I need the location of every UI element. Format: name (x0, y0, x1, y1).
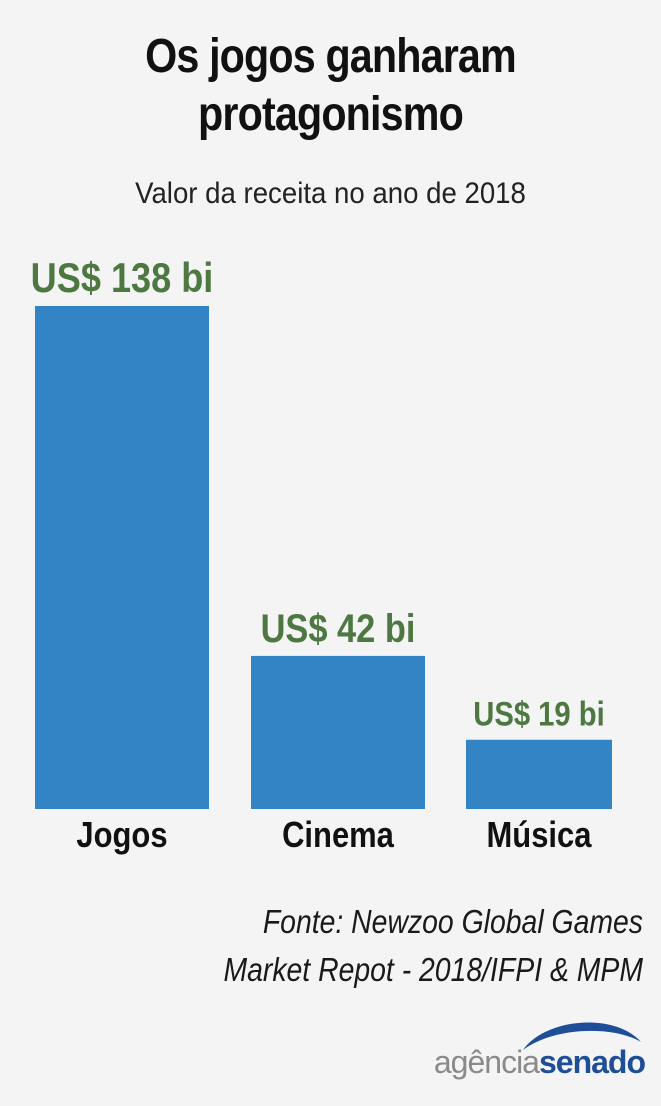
bar-jogos (35, 306, 209, 809)
bar-música (466, 739, 612, 809)
source-note: Fonte: Newzoo Global Games Market Repot … (161, 898, 643, 994)
title-line-2: protagonismo (198, 88, 464, 141)
bar-cinema (251, 655, 425, 809)
category-label-cinema: Cinema (282, 816, 394, 856)
value-label-música: US$ 19 bi (473, 695, 605, 734)
chart-title: Os jogos ganharam protagonismo (46, 28, 614, 144)
agencia-senado-logo: agênciasenado (405, 1012, 646, 1082)
logo-text-agencia: agência (433, 1044, 540, 1080)
category-label-jogos: Jogos (76, 816, 167, 856)
source-line-1: Fonte: Newzoo Global Games (262, 903, 643, 940)
logo-text: agênciasenado (433, 1042, 646, 1082)
chart-subtitle: Valor da receita no ano de 2018 (135, 177, 526, 210)
value-label-cinema: US$ 42 bi (261, 605, 416, 650)
title-line-1: Os jogos ganharam (145, 30, 517, 83)
logo-text-senado: senado (538, 1044, 646, 1080)
source-line-2: Market Repot - 2018/IFPI & MPM (223, 951, 643, 988)
logo-arc-icon (523, 1022, 641, 1050)
value-label-jogos: US$ 138 bi (31, 256, 214, 302)
category-label-música: Música (487, 816, 592, 856)
